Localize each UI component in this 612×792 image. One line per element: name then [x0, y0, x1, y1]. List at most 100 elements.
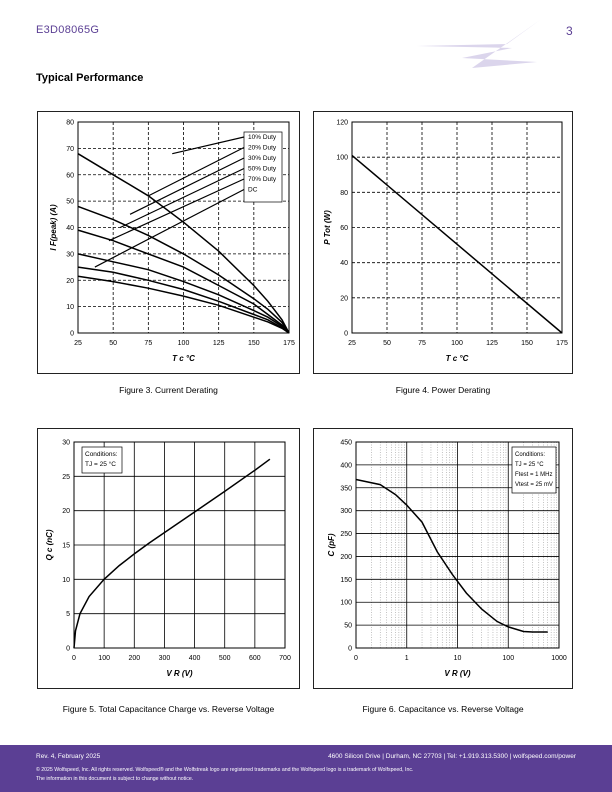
x-tick-label: 200 [128, 655, 140, 662]
plot-area-border [355, 441, 560, 649]
y-tick-label: 20 [62, 508, 70, 515]
current-derating-chart: 0 10 20 30 40 50 60 70 80 25 50 75 100 125 150 175 T c °… [49, 120, 295, 364]
x-tick-label: 25 [74, 340, 82, 347]
legend-leader-line [94, 188, 245, 268]
page-number: 3 [566, 24, 573, 38]
y-tick-label: 25 [62, 474, 70, 481]
conditions-text: TJ = 25 °C [85, 460, 116, 468]
plot-area-border [77, 121, 290, 334]
x-tick-label: 125 [213, 340, 225, 347]
figure-4-caption: Figure 4. Power Derating [395, 385, 491, 395]
y-tick-label: 450 [340, 440, 352, 447]
figure-3-caption: Figure 3. Current Derating [119, 385, 218, 395]
figure-5-caption: Figure 5. Total Capacitance Charge vs. R… [62, 704, 275, 714]
y-tick-label: 0 [348, 646, 352, 653]
y-axis-label: C (pF) [327, 533, 336, 556]
figure-3-frame: 0 10 20 30 40 50 60 70 80 25 50 75 100 125 150 175 T c °… [37, 111, 300, 374]
contact-address: 4600 Silicon Drive | Durham, NC 27703 | … [328, 753, 576, 760]
conditions-text: Conditions: [515, 452, 545, 458]
y-tick-label: 10 [62, 577, 70, 584]
y-tick-label: 350 [340, 485, 352, 492]
x-tick-label: 100 [178, 340, 190, 347]
x-tick-label: 150 [248, 340, 260, 347]
y-tick-label: 200 [340, 554, 352, 561]
y-tick-label: 150 [340, 577, 352, 584]
x-tick-label: 300 [159, 655, 171, 662]
x-tick-label: 0 [72, 655, 76, 662]
series-line-0 [73, 458, 271, 649]
y-tick-label: 40 [66, 225, 74, 232]
x-tick-label: 125 [486, 340, 498, 347]
series-line-10-duty [77, 153, 290, 334]
x-tick-label: 50 [109, 340, 117, 347]
series-line-30-duty [77, 229, 290, 334]
x-tick-label: 10 [454, 655, 462, 662]
legend-label: 70% Duty [248, 176, 277, 183]
legend-leader-line [108, 178, 245, 242]
legend-box [243, 131, 283, 203]
conditions-text: Vtest = 25 mV [515, 482, 553, 488]
legend-label: 20% Duty [248, 145, 277, 152]
y-tick-label: 0 [66, 646, 70, 653]
y-tick-label: 300 [340, 508, 352, 515]
x-tick-label: 600 [249, 655, 261, 662]
y-tick-label: 50 [66, 199, 74, 206]
wolfstreak-logo [417, 20, 540, 68]
y-axis-label: Q c (nC) [45, 529, 54, 560]
x-tick-label: 700 [279, 655, 291, 662]
y-tick-label: 40 [340, 260, 348, 267]
legend-leader-line [119, 167, 245, 229]
conditions-text: TJ = 25 °C [515, 462, 544, 468]
y-tick-label: 80 [340, 190, 348, 197]
capacitance-vs-voltage-chart: 0 50 100 150 200 250 300 350 400 450 0 1 10 100 1000 V … [327, 440, 567, 679]
x-tick-label: 500 [219, 655, 231, 662]
conditions-text: Conditions: [85, 451, 118, 458]
series-line-0 [351, 154, 563, 334]
y-tick-label: 400 [340, 462, 352, 469]
y-tick-label: 20 [340, 295, 348, 302]
conditions-text: Ftest = 1 MHz [515, 472, 553, 478]
x-tick-label: 0 [354, 655, 358, 662]
x-tick-label: 25 [348, 340, 356, 347]
series-line-70-duty [77, 266, 290, 334]
y-axis-label: I F(peak) (A) [49, 204, 58, 251]
y-tick-label: 60 [340, 225, 348, 232]
part-number: E3D08065G [36, 24, 100, 36]
y-tick-label: 10 [66, 304, 74, 311]
y-tick-label: 15 [62, 543, 70, 550]
x-tick-label: 150 [521, 340, 533, 347]
y-tick-label: 250 [340, 531, 352, 538]
x-tick-label: 175 [556, 340, 568, 347]
series-line-0 [355, 478, 548, 633]
series-line-dc [77, 275, 290, 334]
y-tick-label: 60 [66, 172, 74, 179]
legend-leader-line [172, 136, 245, 155]
x-tick-label: 100 [502, 655, 514, 662]
revision-text: Rev. 4, February 2025 [36, 753, 101, 760]
change-notice: The information in this document is subj… [36, 776, 194, 782]
conditions-box [511, 446, 557, 494]
copyright-text: © 2025 Wolfspeed, Inc. All rights reserv… [36, 767, 414, 773]
x-axis-label: V R (V) [166, 669, 193, 678]
y-tick-label: 100 [336, 155, 348, 162]
y-tick-label: 30 [66, 251, 74, 258]
power-derating-chart: 0 20 40 60 80 100 120 25 50 75 100 125 150 175 T c °C P… [323, 120, 568, 364]
figure-5-frame: 0 5 10 15 20 25 30 0 100 200 300 400 500 600 700 V R (V… [37, 428, 300, 689]
legend-label: 30% Duty [248, 155, 277, 162]
x-axis-label: T c °C [172, 354, 195, 363]
y-tick-label: 20 [66, 278, 74, 285]
section-title: Typical Performance [36, 72, 144, 84]
y-tick-label: 0 [344, 331, 348, 338]
legend-leader-line [148, 146, 245, 197]
y-tick-label: 5 [66, 611, 70, 618]
plot-area-border [73, 441, 286, 649]
page-footer: Rev. 4, February 2025 4600 Silicon Drive… [0, 745, 612, 792]
conditions-box [81, 446, 123, 474]
y-tick-label: 70 [66, 146, 74, 153]
figure-4-frame: 0 20 40 60 80 100 120 25 50 75 100 125 150 175 T c °C P… [313, 111, 573, 374]
x-tick-label: 1000 [551, 655, 567, 662]
x-tick-label: 75 [144, 340, 152, 347]
y-tick-label: 100 [340, 600, 352, 607]
legend-label: 50% Duty [248, 166, 277, 173]
x-tick-label: 100 [98, 655, 110, 662]
